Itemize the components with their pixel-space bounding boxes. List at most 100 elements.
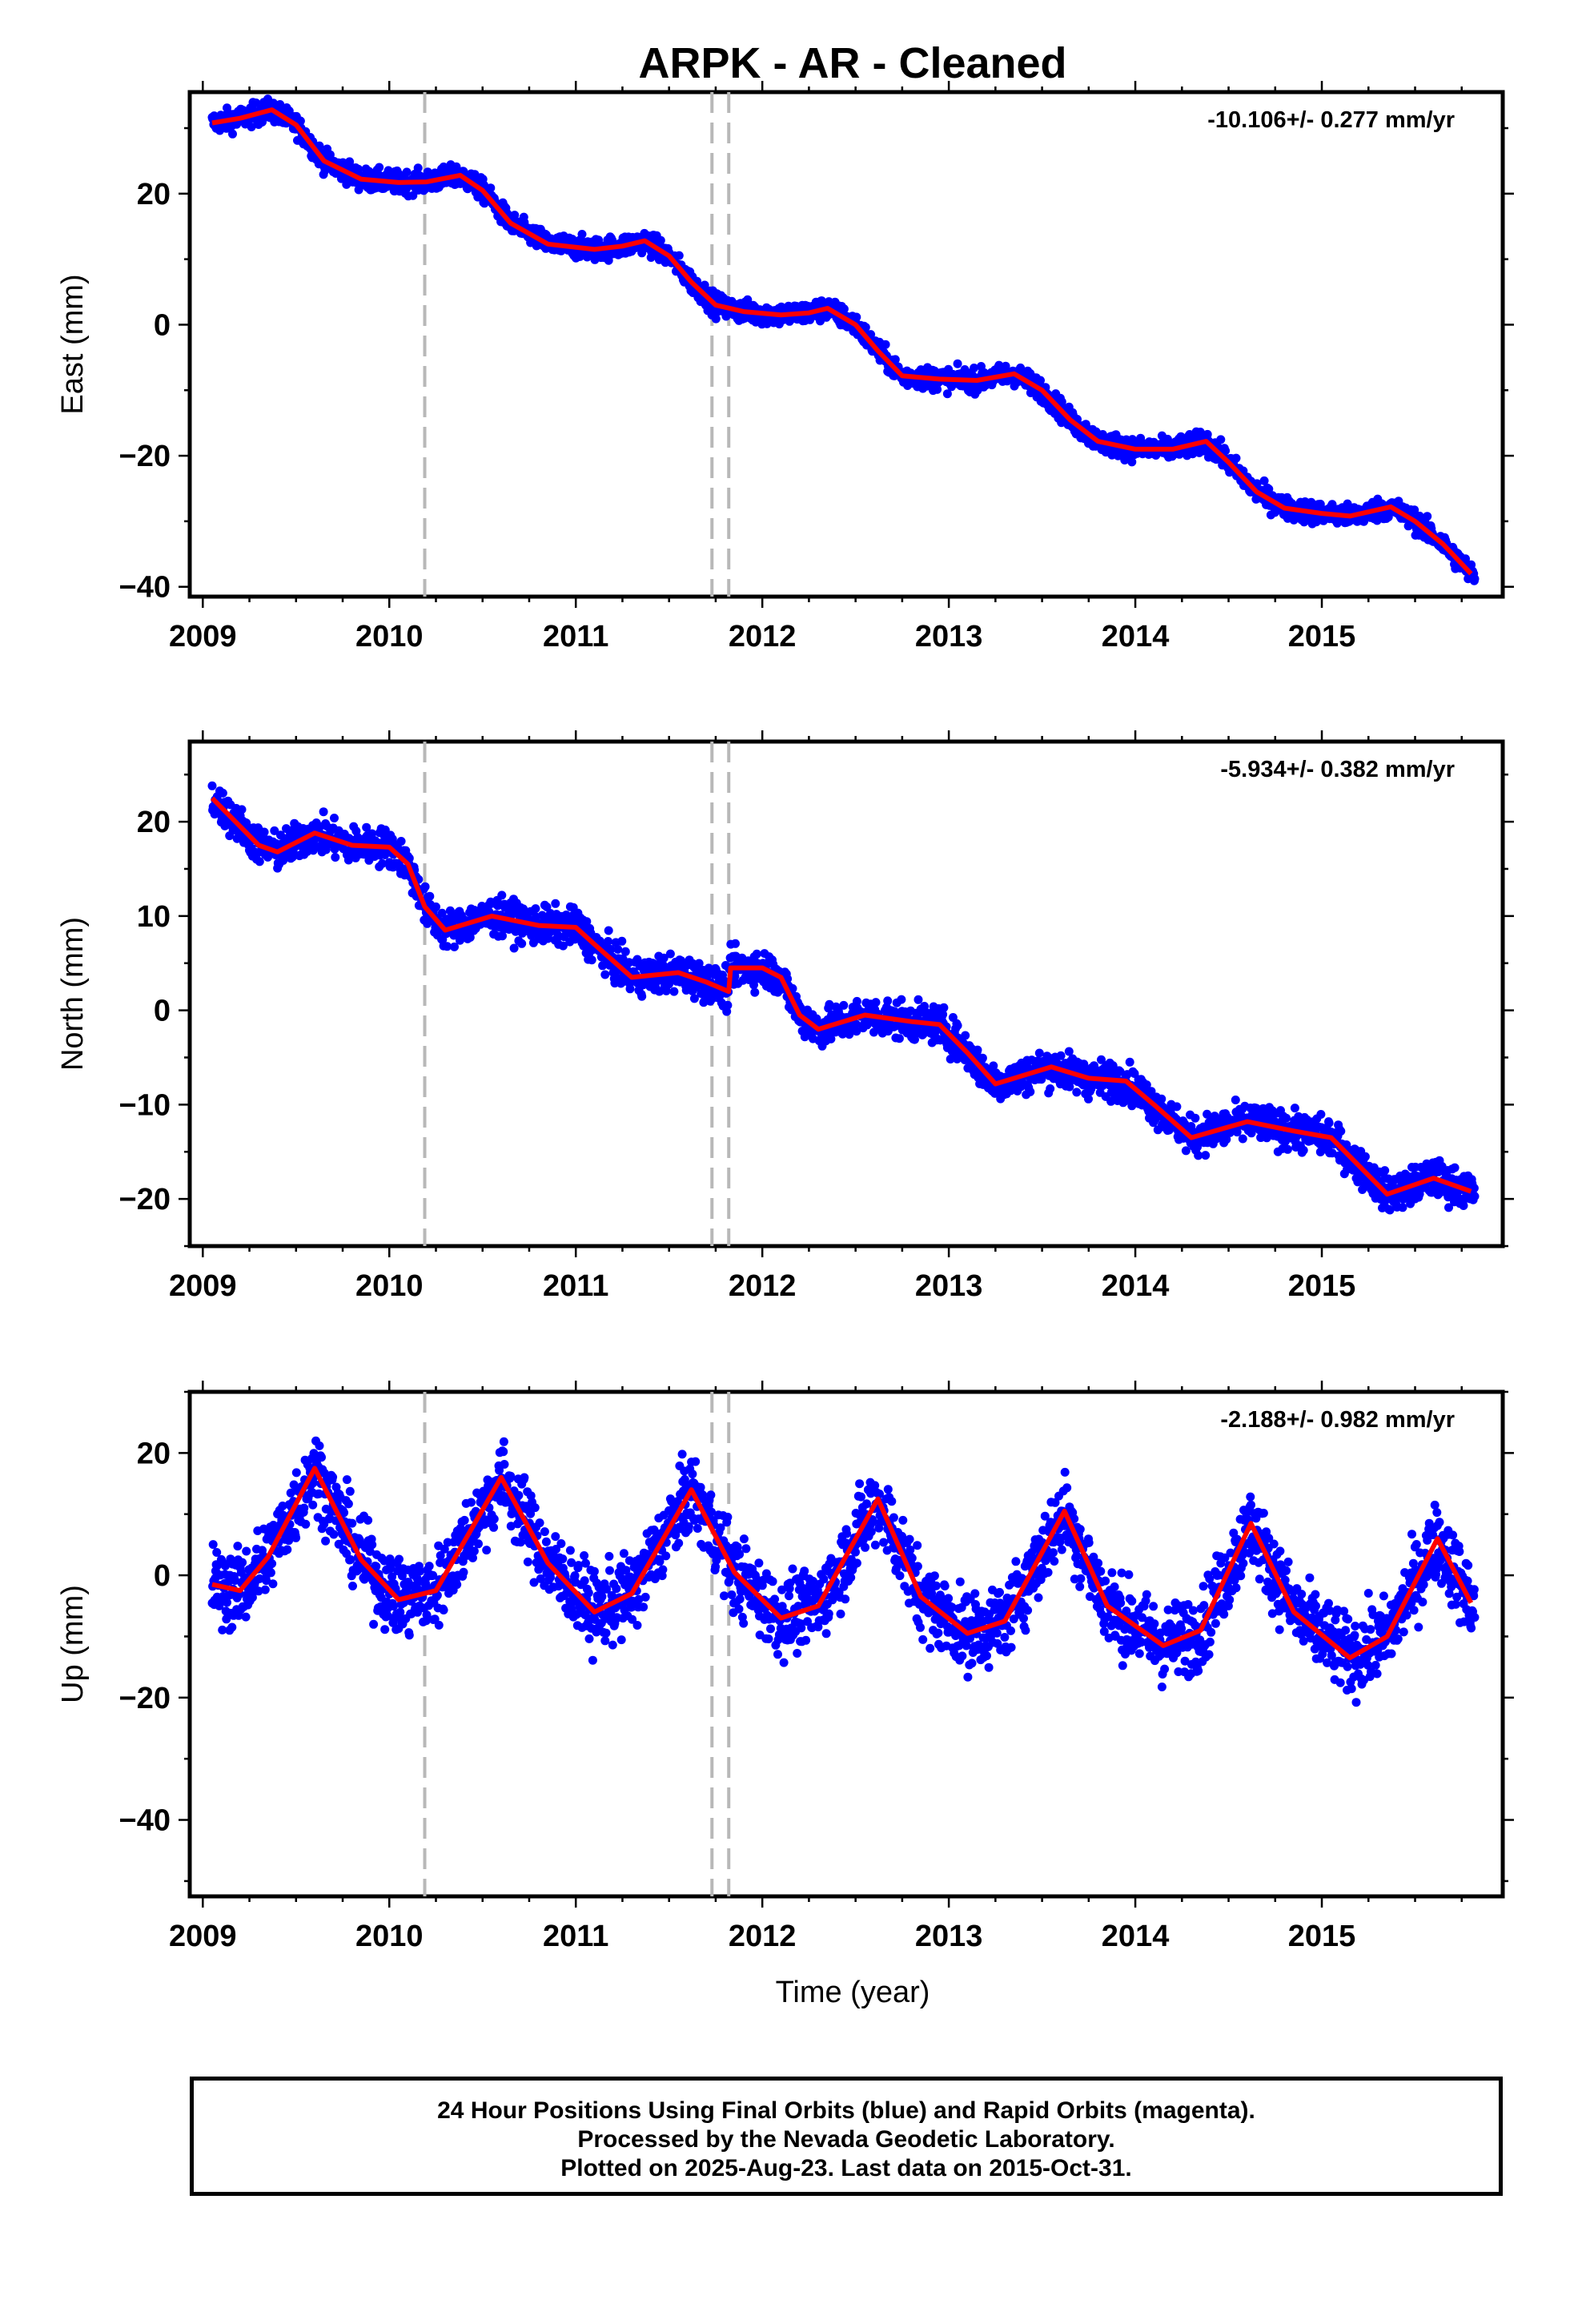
x-tick-label: 2010	[355, 620, 424, 653]
x-tick-label: 2013	[915, 1269, 983, 1303]
y-tick-label: −40	[119, 571, 171, 605]
data-point	[973, 1045, 982, 1055]
data-point	[432, 902, 440, 911]
data-point	[625, 984, 635, 994]
x-tick-label: 2014	[1102, 620, 1170, 653]
data-point	[486, 183, 496, 193]
x-tick-label: 2012	[729, 1269, 797, 1303]
data-point	[378, 858, 387, 868]
data-point	[1316, 1110, 1326, 1119]
y-tick-label: 20	[137, 178, 171, 211]
data-point	[1290, 1104, 1299, 1113]
data-point	[402, 167, 412, 177]
data-point	[656, 235, 665, 245]
data-point	[270, 826, 279, 835]
x-tick-label: 2011	[543, 620, 608, 653]
data-point	[319, 807, 328, 817]
data-point	[617, 936, 627, 946]
data-point	[871, 998, 881, 1007]
data-point	[1181, 1146, 1191, 1156]
x-tick-label: 2013	[915, 620, 983, 653]
data-point	[674, 251, 684, 260]
data-point	[1046, 1084, 1055, 1093]
data-point	[1327, 500, 1337, 509]
x-tick-label: 2009	[169, 620, 237, 653]
data-point	[839, 1000, 849, 1010]
data-point	[933, 384, 942, 394]
data-point	[953, 1021, 962, 1031]
data-point	[723, 1000, 733, 1010]
data-point	[509, 943, 519, 953]
y-tick-label: 10	[137, 900, 171, 934]
data-point	[939, 1003, 949, 1012]
data-point	[637, 991, 647, 1001]
data-point	[1231, 1096, 1240, 1104]
data-point	[1259, 476, 1269, 485]
data-point	[839, 304, 849, 314]
data-point	[1264, 485, 1274, 494]
y-tick-label: −20	[119, 1183, 171, 1216]
data-point	[577, 230, 587, 239]
data-point	[375, 163, 384, 172]
data-point	[883, 996, 893, 1006]
data-point	[551, 899, 560, 908]
data-point	[881, 340, 890, 349]
data-point	[600, 970, 610, 979]
data-point	[413, 163, 423, 173]
data-point	[251, 99, 261, 107]
data-point	[1072, 1088, 1082, 1097]
model-curve	[211, 107, 1473, 576]
data-point	[1410, 505, 1419, 515]
data-point	[1282, 1113, 1291, 1123]
data-point	[1359, 517, 1368, 526]
data-point	[1191, 1113, 1200, 1123]
data-point	[1216, 435, 1226, 444]
data-point	[743, 295, 753, 304]
data-point	[218, 788, 227, 798]
y-axis-title: North (mm)	[56, 917, 90, 1071]
data-point	[1380, 1166, 1390, 1176]
data-point	[450, 942, 459, 951]
data-point	[295, 116, 305, 126]
x-tick-label: 2014	[1102, 1269, 1170, 1303]
data-point	[1201, 1151, 1211, 1160]
data-point	[465, 933, 475, 942]
data-point	[420, 882, 430, 891]
rate-label: -10.106+/- 0.277 mm/yr	[1207, 107, 1455, 133]
data-point	[1423, 512, 1432, 521]
y-tick-label: 0	[154, 995, 171, 1028]
data-point	[978, 1053, 987, 1063]
data-point	[604, 926, 613, 935]
data-point	[665, 949, 675, 959]
data-point	[852, 312, 861, 322]
data-point	[587, 955, 596, 965]
data-point	[1299, 1145, 1308, 1155]
y-tick-label: 20	[137, 806, 171, 839]
data-point	[362, 822, 371, 832]
panel-1: 2009 2010 2011 2012 2013 2014 2015−40−20020Eas…	[56, 81, 1514, 653]
data-point	[1360, 1152, 1370, 1161]
data-point	[1127, 457, 1137, 467]
x-tick-label: 2009	[169, 1269, 237, 1303]
data-point	[330, 814, 339, 822]
data-point	[237, 805, 247, 814]
data-point	[255, 857, 264, 866]
rate-label: -5.934+/- 0.382 mm/yr	[1220, 757, 1455, 782]
data-point	[700, 280, 709, 290]
data-point	[228, 129, 237, 139]
data-point	[493, 901, 503, 911]
data-point	[897, 995, 906, 1004]
y-tick-label: −10	[119, 1088, 171, 1122]
data-point	[669, 987, 679, 996]
data-point	[942, 389, 952, 399]
data-point	[331, 853, 340, 862]
data-point	[498, 931, 507, 941]
data-point	[1084, 1094, 1093, 1104]
data-point	[1036, 376, 1045, 385]
panel-frame	[187, 90, 1505, 599]
data-point	[861, 323, 870, 332]
data-point	[425, 891, 435, 901]
data-point	[1056, 1051, 1066, 1060]
data-point	[613, 944, 623, 954]
data-point	[207, 781, 217, 790]
